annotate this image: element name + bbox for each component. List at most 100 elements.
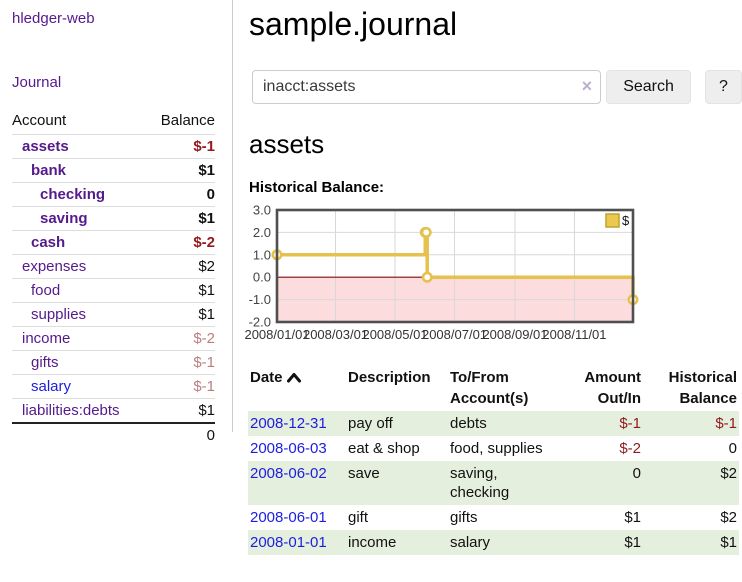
account-balance: $2: [146, 254, 215, 279]
account-row: cash $-2: [12, 230, 215, 255]
account-row: assets $-1: [12, 134, 215, 159]
data-point-marker: [421, 271, 433, 283]
account-row: salary $-1: [12, 374, 215, 399]
account-link-salary[interactable]: salary: [31, 378, 72, 395]
transaction-description: eat & shop: [348, 440, 420, 457]
y-axis-tick-label: 3.0: [253, 203, 271, 218]
transaction-amount: 0: [573, 461, 643, 505]
account-column-header: Account: [12, 112, 67, 129]
plot-border: [275, 208, 635, 324]
search-form: × Search ?: [252, 70, 742, 104]
account-link-food[interactable]: food: [31, 282, 61, 299]
account-row: gifts $-1: [12, 350, 215, 375]
transaction-date-link[interactable]: 2008-12-31: [250, 415, 327, 432]
register-table-body: 2008-12-31 pay off debts $-1 $-1 2008-06-03 ea…: [248, 411, 739, 555]
clear-search-icon[interactable]: ×: [581, 76, 593, 96]
y-axis-tick-label: -1.0: [249, 292, 271, 307]
account-link-cash[interactable]: cash: [31, 234, 66, 251]
transaction-balance: $2: [643, 461, 739, 505]
transaction-amount: $-2: [619, 440, 641, 457]
sort-ascending-icon: [286, 368, 301, 389]
page-title: sample.journal: [249, 6, 458, 42]
x-axis-tick-label: 2008/11/01: [542, 327, 606, 342]
register-row: 2008-12-31 pay off debts $-1 $-1: [248, 411, 739, 436]
transaction-accounts: food, supplies: [450, 440, 543, 457]
account-balance: $-1: [146, 134, 215, 159]
account-row: saving $1: [12, 206, 215, 231]
register-row: 2008-06-03 eat & shop food, supplies $-2 0: [248, 436, 739, 461]
sidebar-item-journal[interactable]: Journal: [12, 74, 62, 91]
x-axis-tick-label: 2008/05/01: [362, 327, 427, 342]
y-axis-tick-label: 0.0: [253, 270, 271, 285]
account-balance: $-1: [146, 374, 215, 399]
account-row: food $1: [12, 278, 215, 303]
account-link-expenses[interactable]: expenses: [22, 258, 87, 275]
account-link-supplies[interactable]: supplies: [31, 306, 87, 323]
transaction-date-link[interactable]: 2008-06-02: [250, 465, 327, 482]
account-balance: $1: [146, 278, 215, 303]
account-heading: assets: [249, 129, 325, 159]
y-axis-tick-label: 1.0: [253, 247, 271, 262]
transaction-date-link[interactable]: 2008-01-01: [250, 534, 327, 551]
account-row: liabilities:debts $1: [12, 398, 215, 423]
transaction-accounts: saving, checking: [448, 461, 573, 505]
transaction-date-link[interactable]: 2008-06-03: [250, 440, 327, 457]
search-input[interactable]: [252, 70, 602, 104]
transaction-accounts: debts: [448, 411, 573, 436]
account-table-body: assets $-1 bank $1 checking 0 saving $1 cash $-2 e…: [12, 134, 215, 423]
account-row: checking 0: [12, 182, 215, 207]
transaction-balance: $2: [720, 509, 737, 526]
transaction-accounts: salary: [448, 530, 573, 555]
transaction-balance: $-1: [643, 411, 739, 436]
app-title-link[interactable]: hledger-web: [12, 10, 95, 27]
search-button[interactable]: Search: [606, 70, 691, 104]
account-balance-table: Account Balance assets $-1 bank $1 checking 0…: [12, 109, 215, 447]
account-link-assets[interactable]: assets: [22, 138, 69, 155]
account-balance: $1: [146, 158, 215, 183]
account-balance: $-1: [146, 350, 215, 375]
register-row: 2008-06-02 save saving, checking 0 $2: [248, 461, 739, 505]
x-axis-tick-label: 2008/09/01: [482, 327, 547, 342]
account-balance: $1: [146, 398, 215, 423]
transaction-amount: $1: [573, 530, 643, 555]
chart-title: Historical Balance:: [249, 179, 385, 196]
account-row: bank $1: [12, 158, 215, 183]
register-header-balance: Historical Balance: [668, 369, 737, 407]
account-row: expenses $2: [12, 254, 215, 279]
transaction-description: income: [346, 530, 448, 555]
register-header-accounts: To/From Account(s): [450, 369, 529, 407]
account-row: supplies $1: [12, 302, 215, 327]
x-axis-tick-label: 2008/01/01: [245, 327, 310, 342]
account-balance: 0: [146, 182, 215, 207]
legend-label: $: [622, 213, 630, 228]
transaction-description: gift: [348, 509, 369, 526]
x-axis-tick-label: 2008/03/01: [303, 327, 368, 342]
transaction-date-link[interactable]: 2008-06-01: [250, 509, 327, 526]
account-link-saving[interactable]: saving: [40, 210, 88, 227]
account-link-gifts[interactable]: gifts: [31, 354, 59, 371]
account-link-checking[interactable]: checking: [40, 186, 106, 203]
account-link-liabilities-debts[interactable]: liabilities:debts: [22, 402, 120, 419]
register-row: 2008-06-01 gift gifts $1 $2: [248, 505, 739, 530]
account-link-income[interactable]: income: [22, 330, 71, 347]
balance-column-header: Balance: [160, 112, 215, 129]
historical-balance-chart: 3.0 2.0 1.0 0.0 -1.0 -2.0 2008/01/01 2008/03/01…: [245, 200, 742, 350]
transaction-description: save: [346, 461, 448, 505]
transaction-balance: $1: [643, 530, 739, 555]
transaction-description: pay off: [346, 411, 448, 436]
account-balance: $1: [146, 302, 215, 327]
transaction-balance: 0: [728, 440, 737, 457]
data-point-marker: [420, 226, 432, 238]
account-balance: $-2: [146, 326, 215, 351]
help-button[interactable]: ?: [704, 70, 742, 104]
sidebar: hledger-web Journal Account Balance asse…: [0, 0, 233, 447]
account-balance: $-2: [146, 230, 215, 255]
account-total-row: 0: [12, 422, 215, 447]
transaction-accounts: gifts: [450, 509, 478, 526]
account-link-bank[interactable]: bank: [31, 162, 67, 179]
register-table: Date Description To/From Account(s) Amou…: [248, 365, 739, 555]
register-header-date[interactable]: Date: [248, 365, 346, 411]
y-axis-tick-label: 2.0: [253, 225, 271, 240]
account-row: income $-2: [12, 326, 215, 351]
main-content: sample.journal × Search ? assets Histori…: [245, 0, 742, 555]
